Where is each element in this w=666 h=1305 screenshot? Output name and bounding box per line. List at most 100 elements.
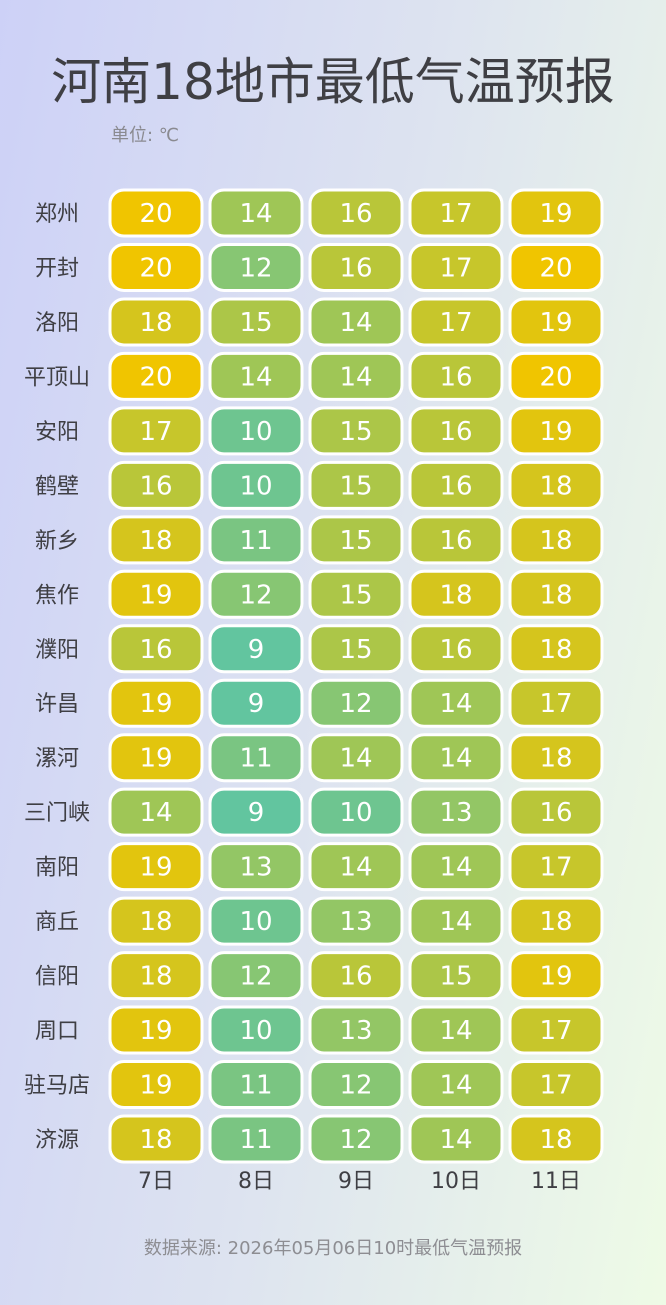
heatmap-cell	[108, 242, 204, 292]
cell-value-label: 16	[339, 962, 372, 992]
cell-value-label: 17	[439, 199, 472, 229]
cell-value-label: 12	[339, 1125, 372, 1155]
cell-value-label: 14	[339, 362, 372, 392]
row-label: 开封	[35, 256, 79, 281]
row-label: 漯河	[35, 747, 79, 772]
heatmap-cell	[208, 460, 304, 510]
heatmap-cell	[208, 242, 304, 292]
heatmap-cell	[308, 460, 404, 510]
heatmap-cell	[108, 569, 204, 619]
heatmap-cell	[308, 188, 404, 238]
heatmap-cell	[108, 1114, 204, 1164]
row-label: 安阳	[35, 420, 79, 445]
cell-value-label: 11	[239, 1125, 272, 1155]
cell-value-label: 14	[239, 199, 272, 229]
heatmap-cell	[208, 406, 304, 456]
cell-value-label: 10	[239, 907, 272, 937]
cell-value-label: 18	[539, 744, 572, 774]
cell-value-label: 16	[439, 635, 472, 665]
x-tick-label: 9日	[338, 1169, 374, 1194]
heatmap-cell	[508, 624, 604, 674]
heatmap-cell	[508, 406, 604, 456]
row-label: 济源	[35, 1128, 79, 1153]
heatmap-cell	[408, 460, 504, 510]
cell-value-label: 19	[539, 962, 572, 992]
cell-value-label: 14	[439, 1071, 472, 1101]
cell-value-label: 10	[239, 417, 272, 447]
heatmap-cell	[308, 1005, 404, 1055]
heatmap-cell	[508, 787, 604, 837]
cell-value-label: 14	[339, 744, 372, 774]
cell-value-label: 14	[439, 1125, 472, 1155]
heatmap-cell	[208, 624, 304, 674]
heatmap-cell	[508, 1114, 604, 1164]
cell-value-label: 16	[139, 635, 172, 665]
cell-value-label: 18	[139, 526, 172, 556]
cell-value-label: 18	[139, 962, 172, 992]
row-label: 郑州	[35, 202, 79, 227]
cell-value-label: 15	[339, 526, 372, 556]
heatmap-cell	[208, 842, 304, 892]
cell-value-label: 13	[339, 1016, 372, 1046]
cell-value-label: 20	[539, 362, 572, 392]
cell-value-label: 12	[339, 1071, 372, 1101]
heatmap-cell	[408, 896, 504, 946]
heatmap-cell	[508, 569, 604, 619]
heatmap-cell	[508, 515, 604, 565]
cell-value-label: 18	[439, 580, 472, 610]
heatmap-cell	[508, 1005, 604, 1055]
cell-value-label: 13	[239, 853, 272, 883]
cell-value-label: 18	[539, 635, 572, 665]
heatmap-cell	[508, 188, 604, 238]
heatmap-cell	[408, 678, 504, 728]
heatmap-cell	[308, 515, 404, 565]
cell-value-label: 14	[439, 907, 472, 937]
heatmap-cell	[408, 733, 504, 783]
row-label: 平顶山	[24, 365, 90, 390]
heatmap-cell	[108, 787, 204, 837]
cell-value-label: 12	[239, 962, 272, 992]
heatmap-cell	[208, 733, 304, 783]
cell-value-label: 17	[539, 689, 572, 719]
chart-title: 河南18地市最低气温预报	[51, 53, 615, 111]
row-label: 信阳	[35, 965, 79, 990]
heatmap-cell	[108, 1060, 204, 1110]
heatmap-cell	[408, 515, 504, 565]
row-label: 三门峡	[24, 801, 90, 826]
heatmap-cell	[408, 569, 504, 619]
cell-value-label: 18	[139, 308, 172, 338]
cell-value-label: 15	[339, 417, 372, 447]
cell-value-label: 14	[239, 362, 272, 392]
heatmap-cell	[408, 242, 504, 292]
heatmap-cell	[308, 951, 404, 1001]
heatmap-cell	[408, 351, 504, 401]
heatmap-cell	[108, 406, 204, 456]
cell-value-label: 18	[539, 471, 572, 501]
heatmap-cell	[208, 569, 304, 619]
row-label: 濮阳	[35, 638, 79, 663]
heatmap-cell	[108, 951, 204, 1001]
heatmap-cell	[408, 1005, 504, 1055]
heatmap-cell	[508, 242, 604, 292]
heatmap-cell	[408, 787, 504, 837]
cell-value-label: 18	[139, 907, 172, 937]
heatmap-cell	[308, 733, 404, 783]
heatmap-cell	[308, 1060, 404, 1110]
cell-value-label: 18	[539, 526, 572, 556]
heatmap-cell	[508, 1060, 604, 1110]
cell-value-label: 19	[539, 417, 572, 447]
heatmap-cell	[308, 842, 404, 892]
cell-value-label: 15	[439, 962, 472, 992]
cell-value-label: 16	[339, 199, 372, 229]
heatmap-cell	[308, 787, 404, 837]
heatmap-cell	[108, 678, 204, 728]
x-tick-label: 11日	[531, 1169, 581, 1194]
heatmap-cell	[508, 351, 604, 401]
heatmap-cell	[108, 624, 204, 674]
cell-value-label: 17	[139, 417, 172, 447]
cell-value-label: 13	[439, 798, 472, 828]
row-label: 洛阳	[35, 311, 79, 336]
x-tick-label: 7日	[138, 1169, 174, 1194]
heatmap-cell	[108, 515, 204, 565]
cell-value-label: 20	[539, 253, 572, 283]
